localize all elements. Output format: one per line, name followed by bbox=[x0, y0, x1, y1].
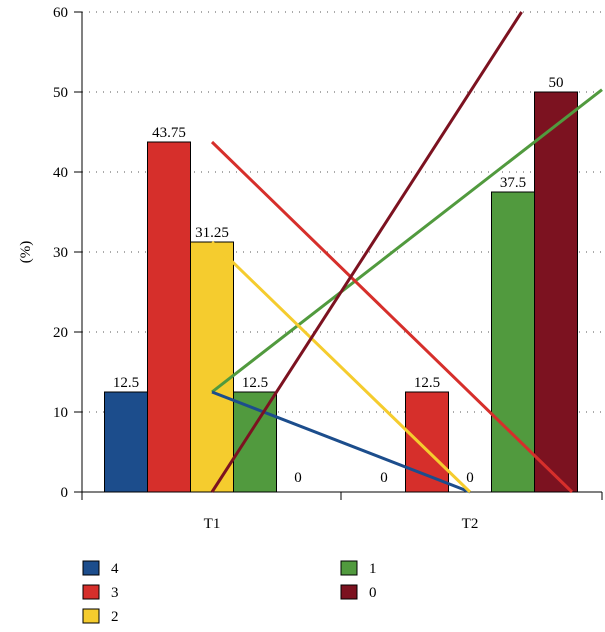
data-labels: 12.5 0 43.75 12.5 31.25 0 12.5 37.5 0 50 bbox=[113, 75, 564, 486]
trend-lines bbox=[210, 11, 603, 494]
trend-line bbox=[211, 390, 471, 494]
legend-label: 0 bbox=[369, 585, 377, 601]
legend-item: 2 bbox=[82, 608, 119, 625]
data-label: 12.5 bbox=[242, 375, 268, 391]
data-label: 0 bbox=[466, 470, 474, 486]
y-axis-label: (%) bbox=[18, 241, 34, 264]
trend-line bbox=[210, 11, 523, 493]
trend-line bbox=[210, 140, 574, 494]
data-label: 0 bbox=[294, 470, 302, 486]
data-label: 43.75 bbox=[152, 125, 186, 141]
bar bbox=[233, 391, 277, 493]
data-label: 37.5 bbox=[500, 175, 526, 191]
bar bbox=[491, 191, 535, 493]
trend-line bbox=[210, 240, 472, 494]
legend-item: 4 bbox=[82, 560, 119, 577]
y-tick-label: 50 bbox=[53, 85, 68, 101]
y-tick-label: 0 bbox=[61, 485, 69, 501]
data-label: 31.25 bbox=[195, 225, 229, 241]
legend-label: 3 bbox=[111, 585, 119, 601]
bar bbox=[534, 91, 578, 493]
grid bbox=[82, 11, 602, 413]
y-tick-label: 60 bbox=[53, 5, 68, 21]
legend-item: 3 bbox=[82, 584, 119, 601]
bar bbox=[190, 241, 234, 493]
legend-label: 4 bbox=[111, 561, 119, 577]
data-label: 12.5 bbox=[414, 375, 440, 391]
data-label: 12.5 bbox=[113, 375, 139, 391]
bar bbox=[405, 391, 449, 493]
legend-swatch bbox=[340, 560, 358, 576]
bars bbox=[104, 91, 578, 493]
legend-swatch bbox=[82, 608, 100, 624]
data-label: 0 bbox=[380, 470, 388, 486]
legend-swatch bbox=[82, 584, 100, 600]
bar bbox=[104, 391, 148, 493]
x-tick-label: T1 bbox=[204, 516, 221, 532]
data-label: 50 bbox=[549, 75, 564, 91]
y-tick-label: 10 bbox=[53, 405, 68, 421]
legend-item: 0 bbox=[340, 584, 377, 601]
x-tick-label: T2 bbox=[462, 516, 479, 532]
legend-label: 1 bbox=[369, 561, 377, 577]
trend-line bbox=[211, 88, 603, 394]
legend-swatch bbox=[82, 560, 100, 576]
legend-item: 1 bbox=[340, 560, 377, 577]
bar bbox=[147, 141, 191, 493]
legend: 4 3 2 1 0 bbox=[82, 560, 377, 625]
legend-swatch bbox=[340, 584, 358, 600]
legend-label: 2 bbox=[111, 609, 119, 625]
y-tick-label: 40 bbox=[53, 165, 68, 181]
y-tick-label: 20 bbox=[53, 325, 68, 341]
y-tick-label: 30 bbox=[53, 245, 68, 261]
